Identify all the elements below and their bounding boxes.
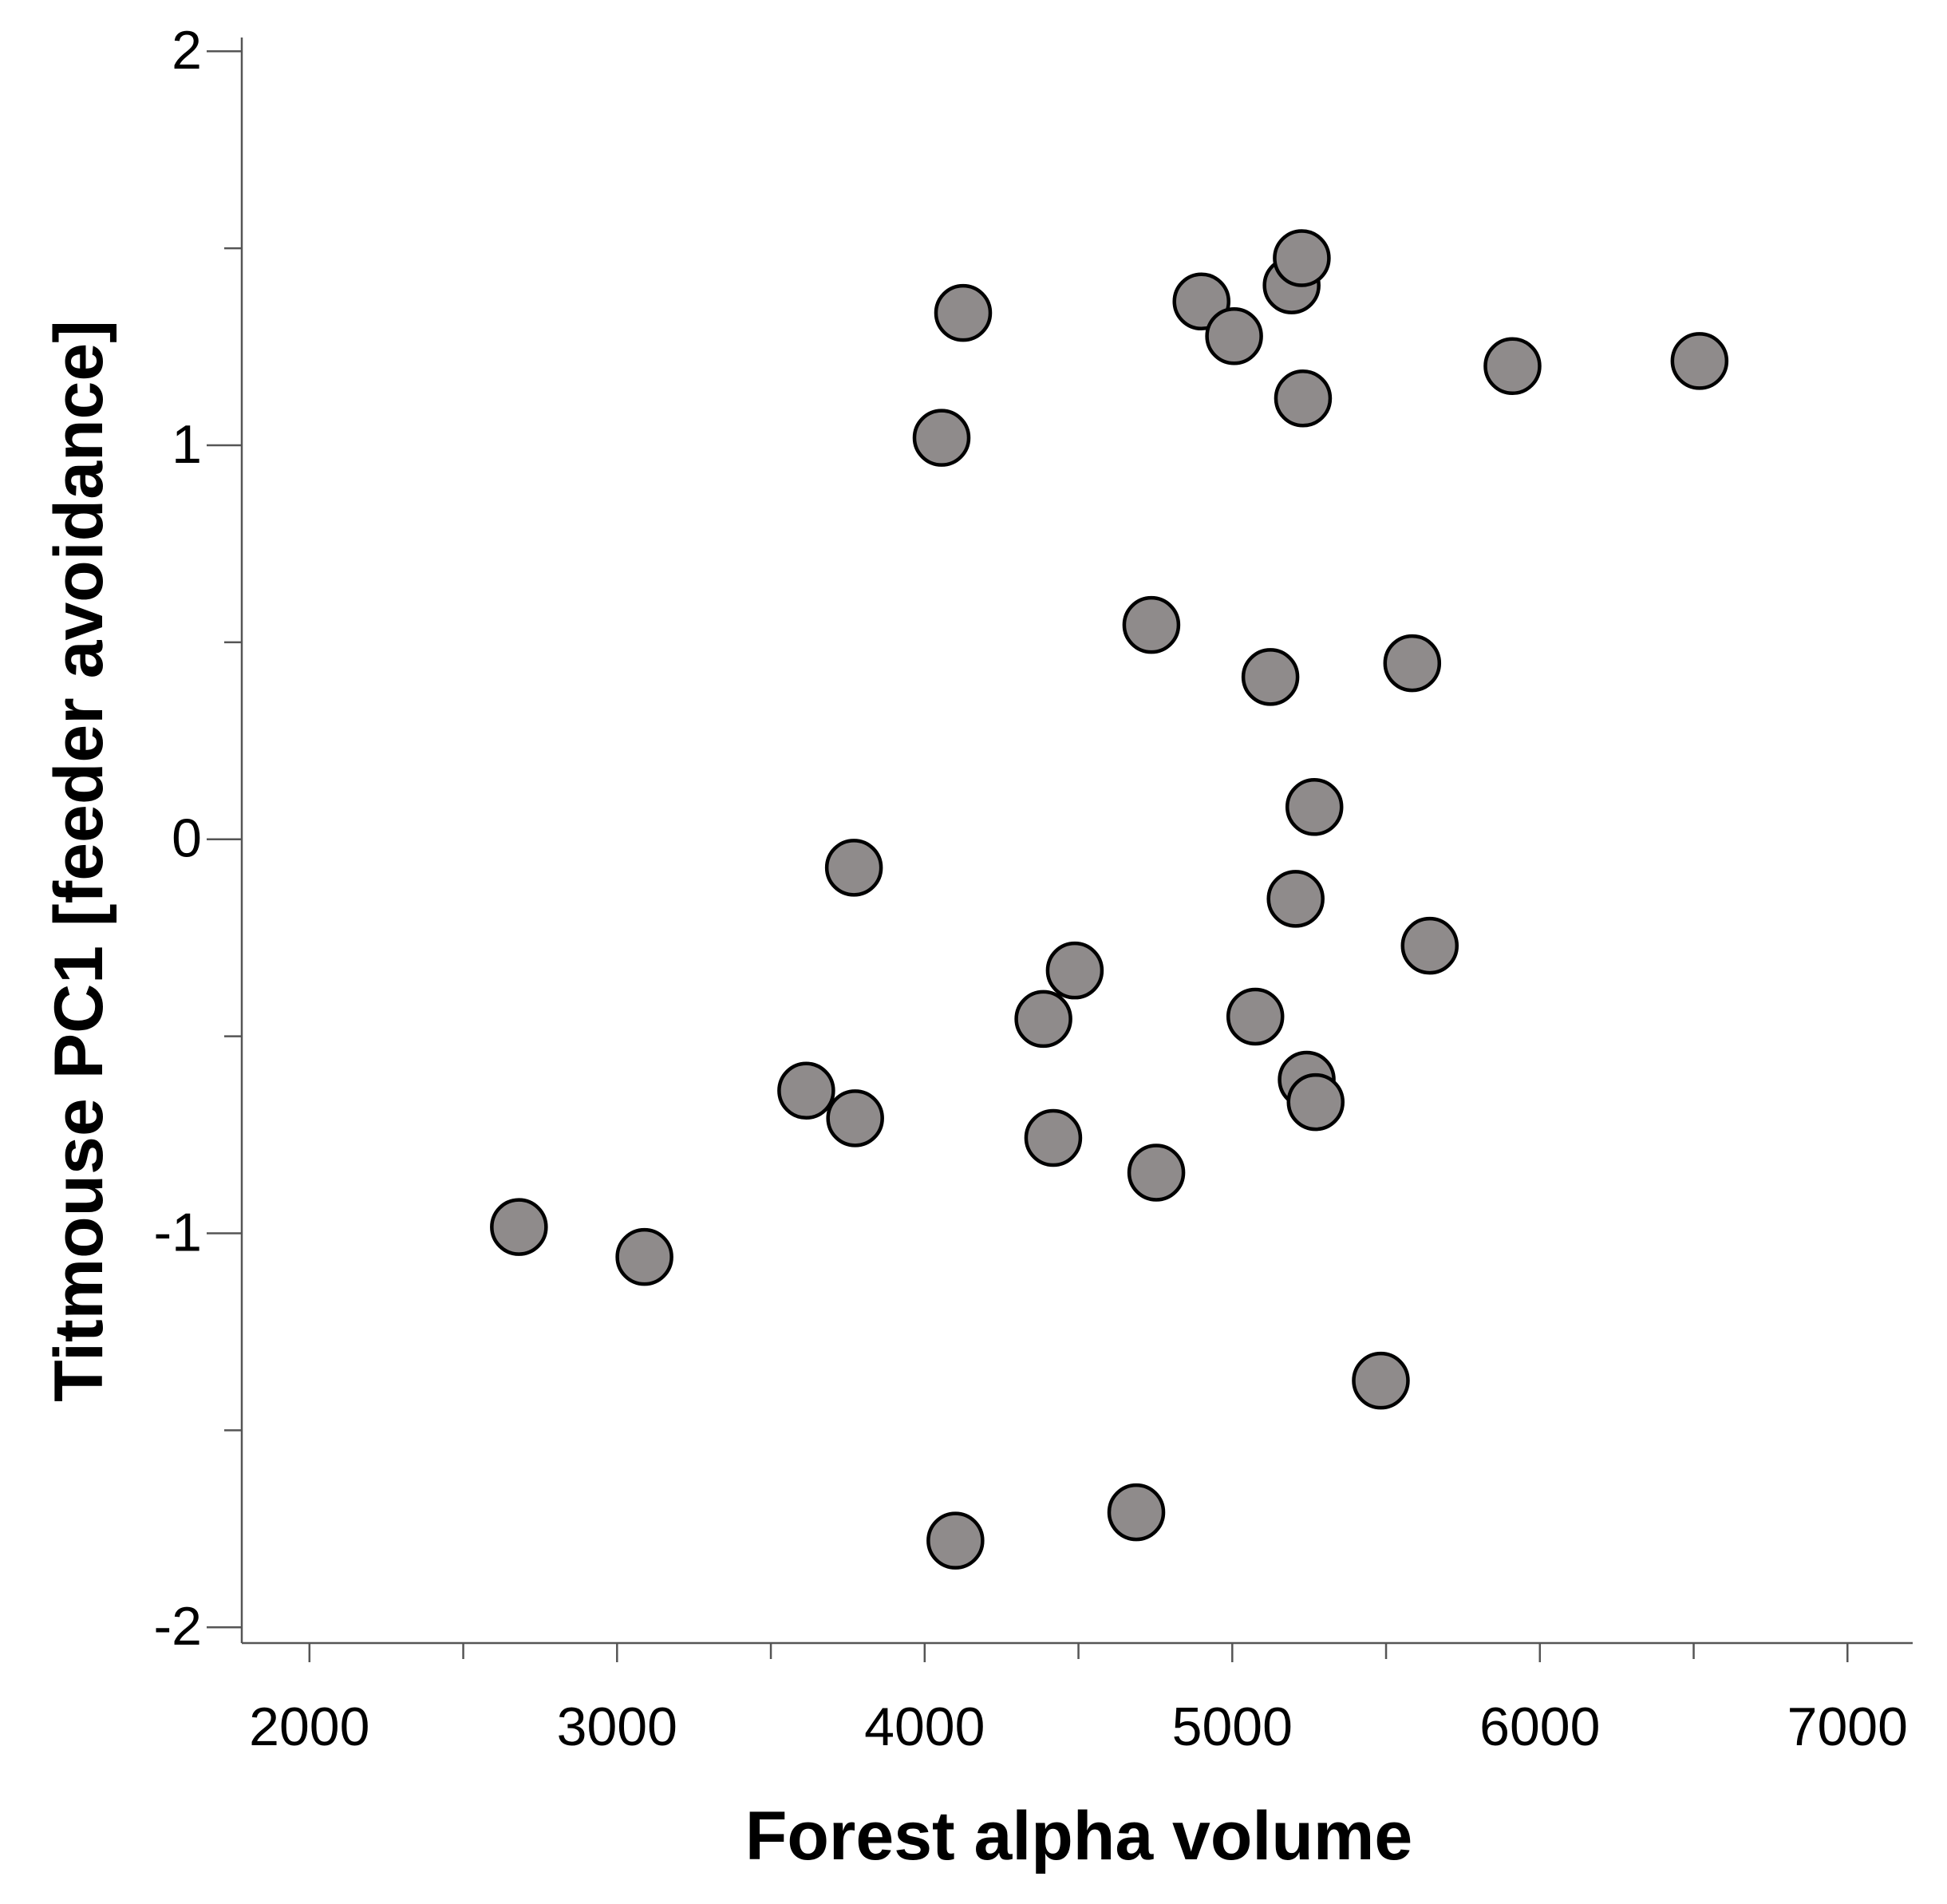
point — [1045, 941, 1104, 1000]
point — [1107, 1483, 1166, 1542]
y-tick-label: -2 — [154, 1596, 202, 1657]
y-axis-title: Titmouse PC1 [feeder avoidance] — [41, 320, 117, 1402]
x-tick-label: 2000 — [249, 1697, 369, 1757]
point — [490, 1198, 548, 1256]
point — [1383, 634, 1442, 693]
point — [1226, 987, 1285, 1046]
point — [1014, 990, 1072, 1049]
point — [1400, 916, 1459, 975]
point — [1127, 1144, 1186, 1202]
point — [1274, 369, 1333, 428]
point — [1286, 1072, 1345, 1132]
y-tick-label: 2 — [172, 20, 202, 81]
x-tick-label: 4000 — [864, 1697, 985, 1757]
x-tick-label: 3000 — [557, 1697, 677, 1757]
point — [826, 1089, 884, 1148]
point — [1122, 595, 1181, 654]
point — [926, 1511, 985, 1570]
point — [1670, 332, 1729, 390]
point — [777, 1061, 835, 1120]
y-tick-label: 0 — [172, 808, 202, 869]
point — [1285, 778, 1344, 836]
point — [1024, 1108, 1083, 1167]
point — [1241, 648, 1300, 706]
x-tick-label: 7000 — [1787, 1697, 1908, 1757]
x-tick-label: 5000 — [1172, 1697, 1293, 1757]
point — [615, 1227, 673, 1286]
point — [824, 839, 883, 897]
y-tick-label: 1 — [172, 414, 202, 475]
point — [1266, 870, 1325, 928]
x-tick-label: 6000 — [1479, 1697, 1600, 1757]
point — [1483, 337, 1542, 396]
point — [1352, 1351, 1410, 1410]
point — [1273, 229, 1331, 287]
y-tick-label: -1 — [154, 1202, 202, 1262]
point — [1205, 307, 1263, 365]
x-axis-title: Forest alpha volume — [745, 1798, 1412, 1874]
point — [912, 409, 971, 467]
point — [934, 283, 993, 342]
